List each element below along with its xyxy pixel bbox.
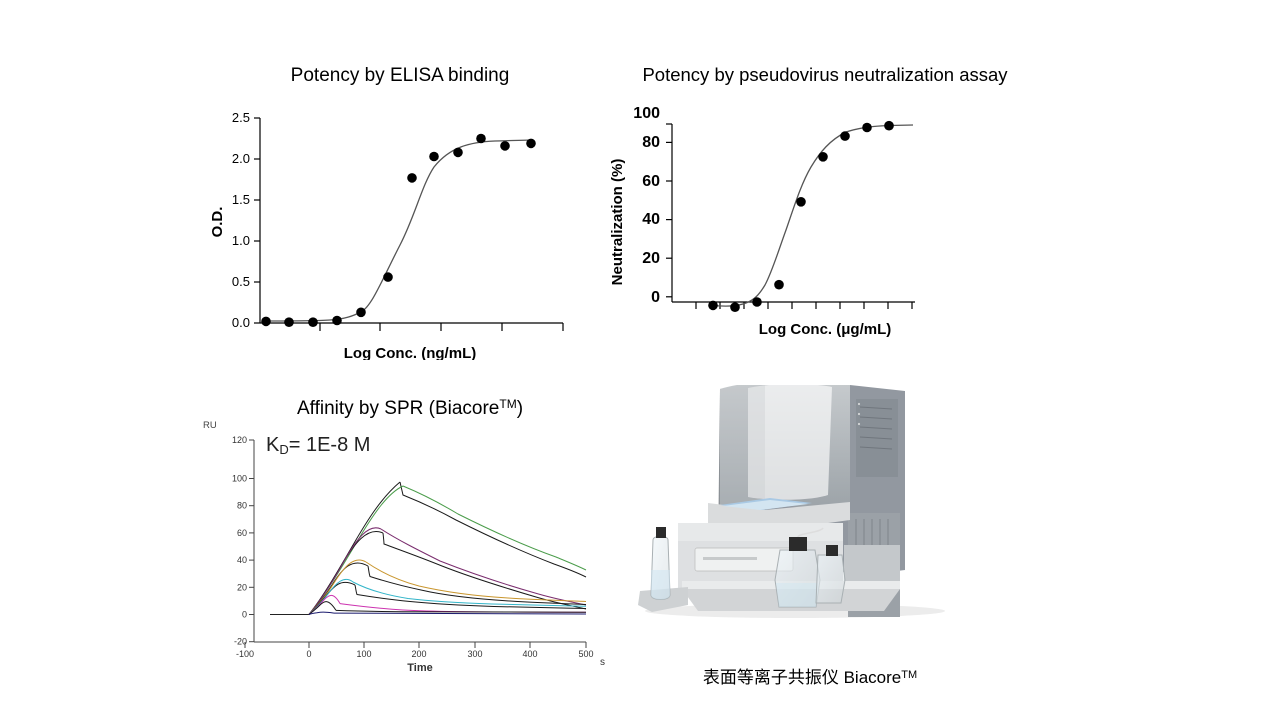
svg-text:100: 100	[633, 105, 660, 122]
svg-text:2.5: 2.5	[232, 110, 250, 125]
svg-text:300: 300	[467, 649, 482, 659]
svg-text:200: 200	[411, 649, 426, 659]
svg-text:80: 80	[642, 134, 660, 151]
svg-text:40: 40	[642, 211, 660, 228]
svg-text:0.0: 0.0	[232, 315, 250, 330]
svg-text:0: 0	[242, 610, 247, 620]
svg-text:40: 40	[237, 555, 247, 565]
svg-text:20: 20	[642, 250, 660, 267]
svg-text:Affinity by SPR (BiacoreTM): Affinity by SPR (BiacoreTM)	[297, 397, 523, 419]
svg-text:100: 100	[232, 474, 247, 484]
svg-text:Log Conc. (μg/mL): Log Conc. (μg/mL)	[759, 321, 892, 338]
svg-text:0: 0	[306, 649, 311, 659]
svg-text:表面等离子共振仪 BiacoreTM: 表面等离子共振仪 BiacoreTM	[703, 668, 917, 687]
svg-text:s: s	[600, 657, 605, 668]
svg-text:60: 60	[642, 173, 660, 190]
svg-text:500: 500	[578, 649, 593, 659]
svg-text:0: 0	[651, 289, 660, 306]
svg-text:Time: Time	[407, 662, 432, 674]
svg-text:400: 400	[522, 649, 537, 659]
svg-text:120: 120	[232, 435, 247, 445]
svg-text:1.5: 1.5	[232, 192, 250, 207]
svg-text:80: 80	[237, 501, 247, 511]
svg-text:O.D.: O.D.	[209, 207, 226, 238]
svg-text:-100: -100	[236, 649, 254, 659]
svg-text:2.0: 2.0	[232, 151, 250, 166]
svg-text:Neutralization (%): Neutralization (%)	[609, 159, 626, 286]
svg-text:RU: RU	[203, 420, 217, 431]
svg-text:Potency by pseudovirus neutral: Potency by pseudovirus neutralization as…	[642, 64, 1008, 85]
svg-text:Potency by ELISA binding: Potency by ELISA binding	[291, 65, 510, 86]
svg-text:20: 20	[237, 582, 247, 592]
svg-text:100: 100	[356, 649, 371, 659]
svg-text:Log Conc. (ng/mL): Log Conc. (ng/mL)	[344, 345, 476, 360]
svg-text:60: 60	[237, 528, 247, 538]
svg-text:0.5: 0.5	[232, 274, 250, 289]
svg-text:KD= 1E-8 M: KD= 1E-8 M	[266, 434, 370, 457]
svg-text:1.0: 1.0	[232, 233, 250, 248]
